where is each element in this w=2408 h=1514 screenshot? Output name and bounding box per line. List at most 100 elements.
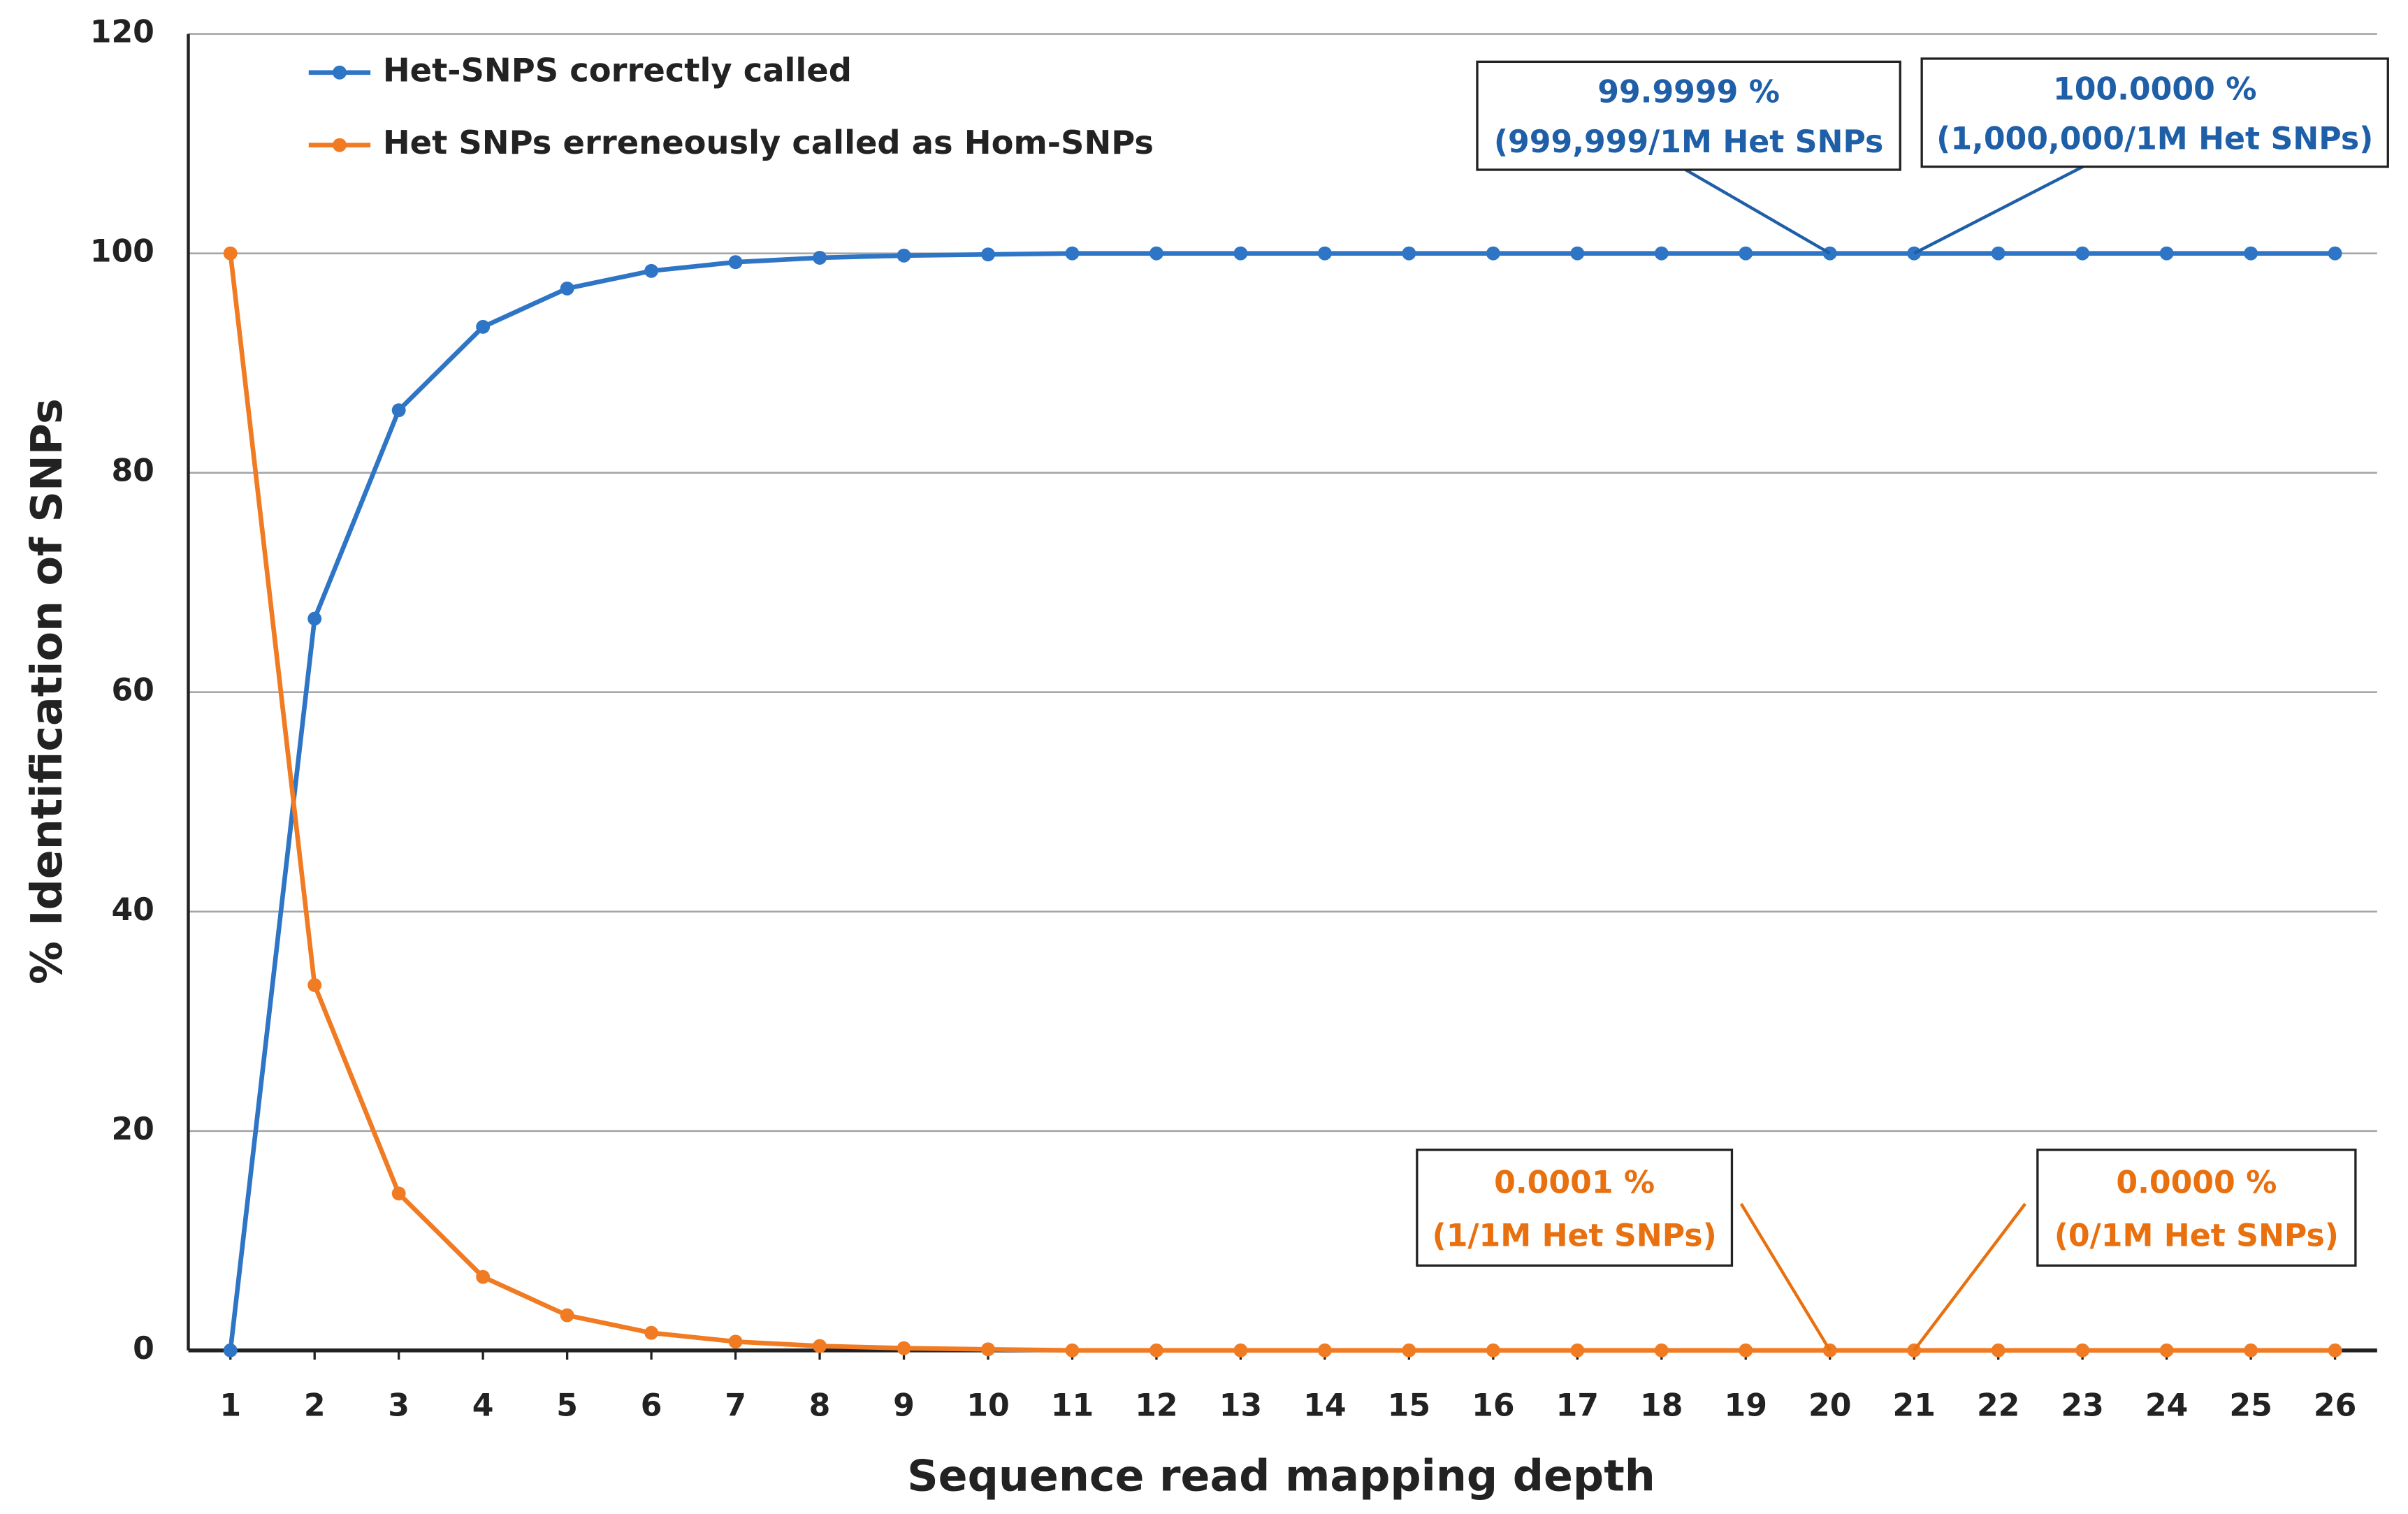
x-tick-label: 13	[1219, 1388, 1262, 1424]
data-point	[1486, 1343, 1500, 1357]
data-point	[560, 1308, 574, 1323]
data-point	[981, 1342, 995, 1357]
data-point	[2159, 1343, 2174, 1357]
legend-marker	[333, 138, 347, 152]
data-point	[1149, 246, 1163, 261]
x-tick-label: 7	[725, 1388, 746, 1424]
y-tick-label: 20	[111, 1112, 154, 1147]
data-point	[476, 1269, 491, 1284]
annotation-text: 0.0000 %	[2116, 1165, 2277, 1200]
data-point	[1233, 1343, 1248, 1357]
annotation-leader	[1739, 1202, 1832, 1351]
data-point	[1570, 1343, 1585, 1357]
data-point	[1570, 246, 1585, 261]
x-tick-label: 6	[641, 1388, 662, 1424]
annotation-leader	[1913, 1202, 2026, 1352]
series-line	[228, 251, 2335, 1351]
data-point	[1317, 246, 1332, 261]
data-point	[1065, 1343, 1080, 1357]
x-tick-label: 10	[966, 1388, 1009, 1424]
annotation-text: (999,999/1M Het SNPs	[1494, 124, 1883, 160]
data-point	[2075, 1343, 2090, 1357]
x-tick-label: 3	[388, 1388, 409, 1424]
legend-label: Het-SNPS correctly called	[383, 51, 852, 89]
data-point	[1654, 1343, 1669, 1357]
legend-marker	[333, 65, 347, 80]
annotation-box	[1476, 60, 1901, 171]
x-tick-label: 23	[2061, 1388, 2103, 1424]
data-point	[728, 1334, 743, 1349]
data-point	[391, 1186, 406, 1201]
data-point	[1149, 1343, 1163, 1357]
data-point	[1402, 1343, 1416, 1357]
x-tick-label: 18	[1640, 1388, 1683, 1424]
y-tick-label: 0	[133, 1331, 154, 1367]
data-point	[1991, 1343, 2006, 1357]
data-point	[223, 246, 238, 261]
x-tick-label: 14	[1303, 1388, 1346, 1424]
data-point	[1065, 246, 1080, 261]
data-point	[1739, 246, 1753, 261]
x-tick-label: 24	[2145, 1388, 2188, 1424]
data-point	[728, 255, 743, 270]
data-point	[897, 1341, 911, 1355]
x-tick-label: 1	[219, 1388, 241, 1424]
data-point	[2244, 246, 2258, 261]
annotation-box	[1416, 1149, 1734, 1267]
x-tick-label: 26	[2314, 1388, 2356, 1424]
x-tick-label: 25	[2229, 1388, 2272, 1424]
data-point	[2159, 246, 2174, 261]
data-point	[981, 247, 995, 262]
data-point	[1486, 246, 1500, 261]
x-tick-label: 22	[1977, 1388, 2019, 1424]
data-point	[1991, 246, 2006, 261]
data-point	[307, 611, 322, 626]
x-tick-label: 16	[1472, 1388, 1514, 1424]
data-point	[560, 281, 574, 296]
data-point	[2328, 246, 2342, 261]
x-tick-label: 5	[556, 1388, 578, 1424]
legend-label: Het SNPs erreneously called as Hom-SNPs	[383, 124, 1154, 161]
data-point	[1739, 1343, 1753, 1357]
y-tick-label: 100	[90, 234, 154, 270]
y-axis-title: % Identification of SNPs	[22, 398, 72, 984]
data-point	[2244, 1343, 2258, 1357]
annotation-text: (1/1M Het SNPs)	[1433, 1218, 1717, 1254]
x-tick-label: 8	[809, 1388, 831, 1424]
x-tick-label: 2	[304, 1388, 326, 1424]
annotation-text: 99.9999 %	[1597, 75, 1780, 110]
x-tick-label: 9	[893, 1388, 915, 1424]
x-tick-label: 21	[1892, 1388, 1935, 1424]
data-point	[391, 403, 406, 418]
data-point	[1317, 1343, 1332, 1357]
x-tick-label: 19	[1725, 1388, 1767, 1424]
annotation-box	[2036, 1149, 2357, 1267]
annotation-text: (1,000,000/1M Het SNPs)	[1936, 121, 2373, 157]
data-point	[813, 1339, 827, 1353]
x-tick-label: 4	[472, 1388, 494, 1424]
data-point	[476, 319, 491, 334]
annotation-text: 100.0000 %	[2053, 71, 2256, 107]
data-point	[223, 1343, 238, 1357]
annotation-leader	[1685, 168, 1831, 255]
y-tick-label: 40	[111, 892, 154, 928]
data-point	[644, 263, 659, 278]
data-point	[1402, 246, 1416, 261]
annotation-text: 0.0001 %	[1494, 1165, 1655, 1200]
annotation-box	[1920, 57, 2389, 168]
data-point	[644, 1325, 659, 1340]
annotation-text: (0/1M Het SNPs)	[2054, 1218, 2339, 1254]
x-tick-label: 17	[1556, 1388, 1599, 1424]
x-tick-label: 15	[1388, 1388, 1430, 1424]
x-tick-label: 20	[1808, 1388, 1851, 1424]
x-axis-title: Sequence read mapping depth	[907, 1450, 1655, 1501]
y-tick-label: 120	[90, 15, 154, 50]
data-point	[1233, 246, 1248, 261]
y-tick-label: 80	[111, 453, 154, 489]
y-tick-label: 60	[111, 673, 154, 708]
data-point	[1654, 246, 1669, 261]
x-tick-label: 12	[1135, 1388, 1177, 1424]
data-point	[307, 978, 322, 992]
